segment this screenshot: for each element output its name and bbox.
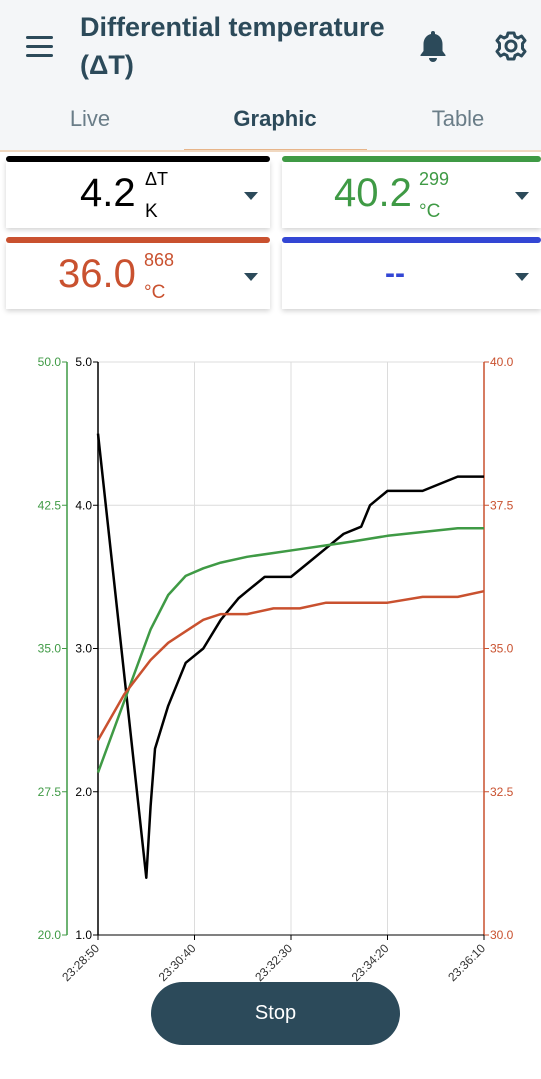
card-unit: °C (144, 282, 166, 303)
tab-graphic[interactable]: Graphic (233, 106, 317, 131)
card-unit: K (145, 201, 158, 222)
tab-table[interactable]: Table (431, 106, 485, 131)
stop-button[interactable]: Stop (151, 982, 400, 1045)
card-value: 40.2 (334, 171, 412, 215)
series-line-delta (96, 433, 484, 879)
app-header: Differential temperature (ΔT) Live Graph… (0, 0, 541, 152)
chevron-down-icon[interactable] (515, 273, 529, 281)
tab-live[interactable]: Live (69, 106, 111, 131)
green-axis-tick-label: 20.0 (38, 928, 62, 942)
x-axis-tick-label: 23:28:50 (59, 941, 102, 984)
card-superscript: 868 (144, 250, 175, 270)
card-value: -- (385, 257, 405, 290)
card-value: 4.2 (80, 171, 136, 215)
green-axis-tick-label: 50.0 (38, 355, 62, 369)
tab-bar: Live Graphic Table (0, 96, 541, 152)
green-axis-tick-label: 35.0 (38, 642, 62, 656)
green-axis-tick-label: 27.5 (38, 785, 62, 799)
green-axis-tick-label: 42.5 (38, 498, 62, 512)
black-axis-tick-label: 1.0 (75, 928, 92, 942)
series-line-red (96, 589, 485, 741)
card-superscript: ΔT (145, 169, 169, 189)
card-unit: °C (419, 201, 441, 222)
sensor-card-green[interactable]: 40.2 299 °C (282, 156, 541, 228)
x-axis-tick-label: 23:34:20 (349, 941, 392, 984)
red-axis-tick-label: 40.0 (490, 355, 514, 369)
black-axis-tick-label: 2.0 (75, 785, 92, 799)
page-title: Differential temperature (ΔT) (80, 12, 385, 80)
black-axis-tick-label: 3.0 (75, 642, 92, 656)
temperature-chart: 20.0 27.5 35.0 42.5 50.0 1.0 2.0 3.0 4.0 5.0 30.0 3… (38, 355, 514, 984)
chevron-down-icon[interactable] (244, 273, 258, 281)
card-color-bar (6, 237, 270, 243)
chevron-down-icon[interactable] (244, 192, 258, 200)
black-axis-tick-label: 5.0 (75, 355, 92, 369)
header-divider (0, 150, 541, 152)
red-axis-tick-label: 37.5 (490, 498, 514, 512)
x-axis-tick-label: 23:36:10 (445, 941, 488, 984)
red-axis-tick-label: 30.0 (490, 928, 514, 942)
x-axis-tick-label: 23:30:40 (156, 941, 199, 984)
card-value: 36.0 (58, 252, 136, 296)
black-axis-tick-label: 4.0 (75, 498, 92, 512)
red-axis-tick-label: 35.0 (490, 642, 514, 656)
series-line-green (96, 526, 484, 774)
sensor-card-blue[interactable]: -- (282, 237, 541, 309)
x-axis-tick-label: 23:32:30 (252, 941, 295, 984)
red-axis-tick-label: 32.5 (490, 785, 514, 799)
chevron-down-icon[interactable] (515, 192, 529, 200)
card-color-bar (282, 237, 541, 243)
gear-icon[interactable] (494, 28, 528, 64)
card-superscript: 299 (419, 169, 450, 189)
hamburger-menu-icon[interactable] (26, 36, 54, 58)
card-color-bar (282, 156, 541, 162)
bell-icon[interactable] (417, 28, 449, 64)
sensor-card-delta[interactable]: 4.2 ΔT K (6, 156, 270, 228)
card-color-bar (6, 156, 270, 162)
sensor-card-red[interactable]: 36.0 868 °C (6, 237, 270, 309)
